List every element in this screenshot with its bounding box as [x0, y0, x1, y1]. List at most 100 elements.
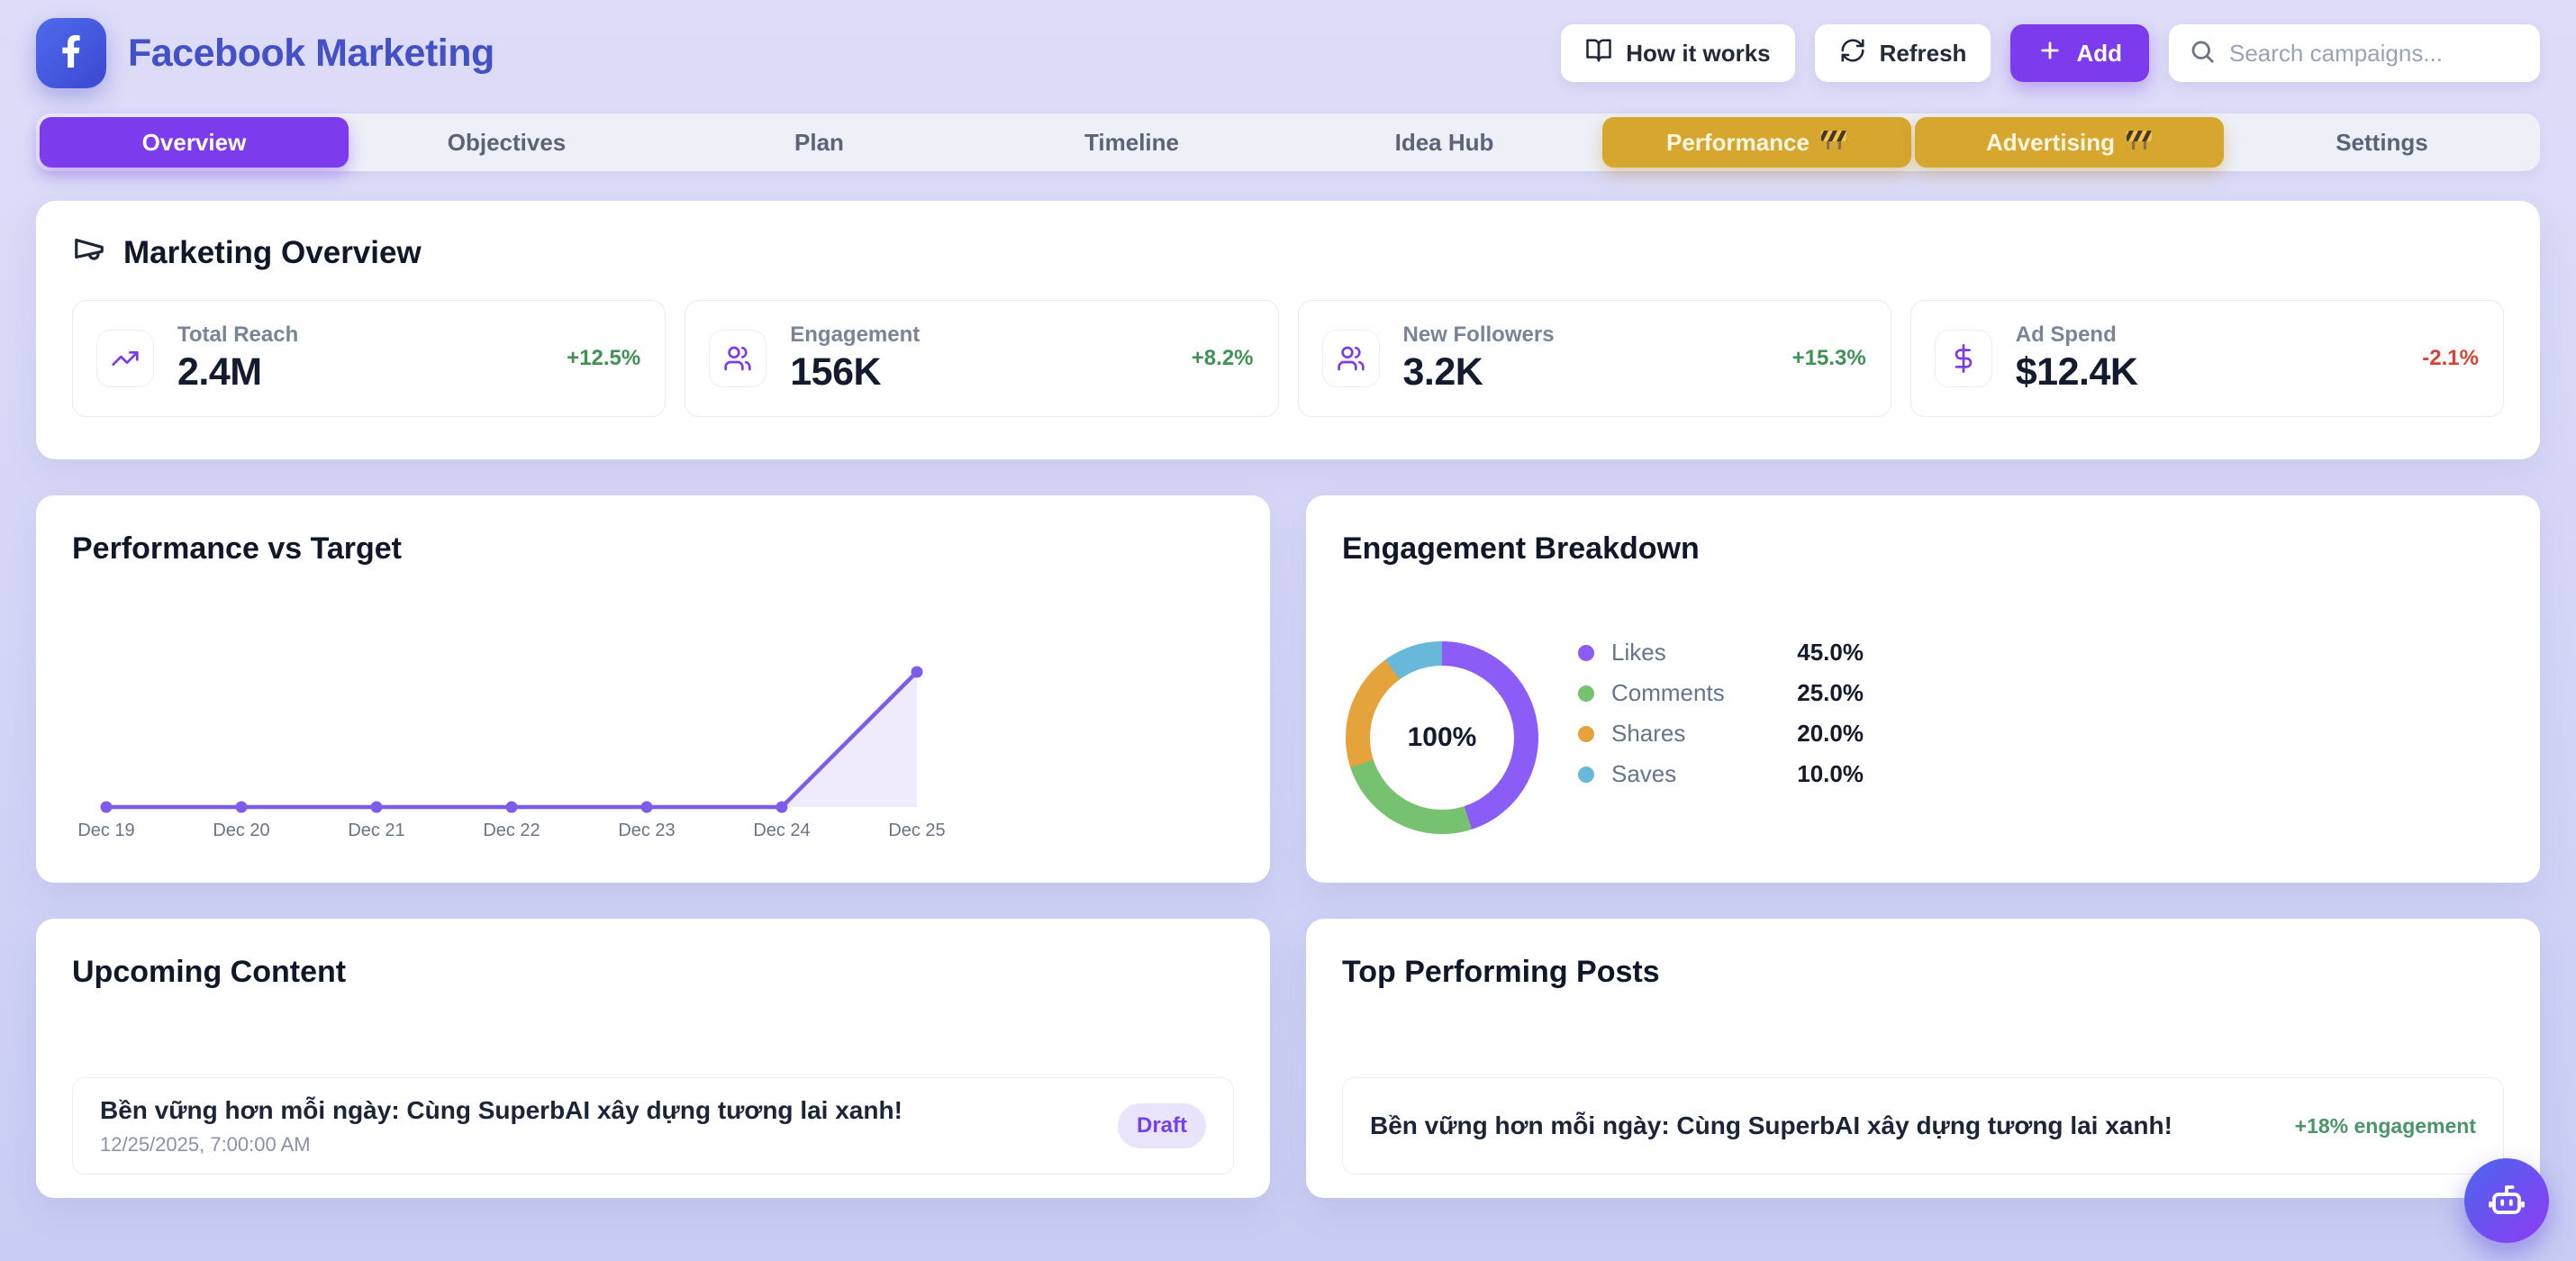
stat-delta: +15.3%	[1791, 346, 1866, 370]
stat-delta: +12.5%	[567, 346, 641, 370]
svg-text:Dec 25: Dec 25	[888, 821, 945, 840]
legend-row-comments: Comments 25.0%	[1578, 673, 1864, 713]
tab-plan[interactable]: Plan	[665, 117, 974, 168]
legend-value: 25.0%	[1797, 679, 1864, 706]
search-box	[2169, 24, 2540, 82]
legend-value: 10.0%	[1797, 760, 1864, 787]
tab-label: Overview	[141, 128, 247, 156]
charts-row: Performance vs Target Dec 19 Dec 20 Dec 21…	[36, 495, 2540, 883]
search-input[interactable]	[2229, 39, 2531, 68]
tab-timeline[interactable]: Timeline	[977, 117, 1286, 168]
legend-label: Saves	[1611, 760, 1677, 787]
facebook-logo	[36, 18, 106, 88]
card-title: Top Performing Posts	[1342, 955, 1660, 989]
donut-center-label: 100%	[1370, 666, 1514, 810]
legend-dot	[1578, 725, 1594, 742]
users-icon	[709, 330, 767, 387]
donut-legend: Likes 45.0% Comments 25.0% Shares 20.0% …	[1578, 632, 1864, 794]
stat-delta: +8.2%	[1191, 346, 1254, 370]
engagement-breakdown-card: Engagement Breakdown 100% Likes 45.0% Co…	[1306, 495, 2540, 883]
assistant-fab-button[interactable]	[2464, 1158, 2549, 1243]
top-performing-posts-card: Top Performing Posts Bền vững hơn mỗi ng…	[1306, 919, 2540, 1198]
post-text: Bền vững hơn mỗi ngày: Cùng SuperbAI xây…	[100, 1096, 903, 1157]
search-icon	[2189, 38, 2216, 69]
stat-card-total-reach: Total Reach 2.4M +12.5%	[72, 300, 667, 417]
stat-label: Total Reach	[177, 322, 299, 347]
legend-dot	[1578, 685, 1594, 702]
performance-vs-target-card: Performance vs Target Dec 19 Dec 20 Dec 21…	[36, 495, 1270, 883]
stat-value: 156K	[790, 350, 882, 394]
refresh-button[interactable]: Refresh	[1814, 24, 1991, 82]
stat-label: New Followers	[1402, 322, 1555, 347]
stat-label: Engagement	[790, 322, 921, 347]
tab-performance[interactable]: Performance	[1602, 117, 1911, 168]
legend-dot	[1578, 644, 1594, 661]
tab-objectives[interactable]: Objectives	[352, 117, 661, 168]
legend-label: Likes	[1611, 639, 1666, 666]
svg-text:Dec 21: Dec 21	[348, 821, 404, 840]
tab-advertising[interactable]: Advertising	[1915, 117, 2224, 168]
legend-label: Comments	[1611, 679, 1725, 706]
tab-label: Advertising	[1985, 128, 2116, 156]
how-it-works-button[interactable]: How it works	[1561, 24, 1795, 82]
refresh-icon	[1839, 37, 1866, 70]
post-title: Bền vững hơn mỗi ngày: Cùng SuperbAI xây…	[1370, 1111, 2172, 1139]
performance-line-chart: Dec 19 Dec 20 Dec 21 Dec 22 Dec 23 Dec 24 Dec …	[77, 666, 946, 840]
upcoming-post-item[interactable]: Bền vững hơn mỗi ngày: Cùng SuperbAI xây…	[72, 1077, 1234, 1175]
refresh-label: Refresh	[1879, 39, 1967, 67]
stat-label: Ad Spend	[2015, 322, 2117, 347]
stat-main: Ad Spend $12.4K	[2016, 322, 2138, 395]
status-badge: Draft	[1117, 1103, 1206, 1148]
add-label: Add	[2076, 39, 2122, 67]
post-datetime: 12/25/2025, 7:00:00 AM	[100, 1132, 311, 1156]
stat-value: 3.2K	[1402, 350, 1483, 394]
svg-text:Dec 23: Dec 23	[618, 821, 675, 840]
book-open-icon	[1585, 37, 1612, 70]
users-icon	[1321, 330, 1380, 387]
tab-label: Plan	[794, 128, 844, 156]
tab-overview[interactable]: Overview	[40, 117, 349, 168]
tab-idea-hub[interactable]: Idea Hub	[1290, 117, 1599, 168]
post-metric: +18% engagement	[2294, 1113, 2476, 1138]
stat-card-new-followers: New Followers 3.2K +15.3%	[1297, 300, 1891, 417]
construction-icon	[2126, 128, 2153, 158]
plus-icon	[2037, 38, 2063, 69]
legend-value: 45.0%	[1797, 639, 1864, 666]
legend-value: 20.0%	[1797, 720, 1864, 747]
page-title: Facebook Marketing	[128, 31, 494, 75]
facebook-icon	[55, 34, 87, 72]
card-title: Performance vs Target	[72, 531, 402, 566]
legend-row-likes: Likes 45.0%	[1578, 632, 1864, 673]
card-title: Engagement Breakdown	[1342, 531, 1700, 566]
engagement-donut-chart: 100%	[1346, 641, 1538, 834]
bot-icon	[2485, 1178, 2528, 1224]
stat-card-ad-spend: Ad Spend $12.4K -2.1%	[1909, 300, 2504, 417]
svg-text:Dec 19: Dec 19	[77, 821, 134, 840]
bottom-row: Upcoming Content Bền vững hơn mỗi ngày: …	[36, 919, 2540, 1198]
add-button[interactable]: Add	[2010, 24, 2149, 82]
legend-label: Shares	[1611, 720, 1686, 747]
stat-delta: -2.1%	[2422, 346, 2479, 370]
svg-text:Dec 20: Dec 20	[213, 821, 269, 840]
stat-value: $12.4K	[2015, 350, 2138, 394]
legend-row-shares: Shares 20.0%	[1578, 713, 1864, 754]
header-actions: How it works Refresh Add	[1561, 24, 2540, 82]
legend-dot	[1578, 766, 1594, 783]
tab-label: Performance	[1666, 128, 1810, 156]
stat-main: Total Reach 2.4M	[177, 322, 298, 395]
megaphone-icon	[72, 231, 106, 274]
stat-card-engagement: Engagement 156K +8.2%	[685, 300, 1279, 417]
marketing-overview-panel: Marketing Overview Total Reach 2.4M +12.…	[36, 201, 2540, 459]
stat-value: 2.4M	[177, 350, 262, 394]
upcoming-content-card: Upcoming Content Bền vững hơn mỗi ngày: …	[36, 919, 1270, 1198]
stat-main: New Followers 3.2K	[1403, 322, 1555, 395]
tabbar: Overview Objectives Plan Timeline Idea H…	[36, 113, 2540, 171]
tab-settings[interactable]: Settings	[2227, 117, 2536, 168]
top-post-item[interactable]: Bền vững hơn mỗi ngày: Cùng SuperbAI xây…	[1342, 1077, 2504, 1175]
legend-row-saves: Saves 10.0%	[1578, 754, 1864, 794]
panel-title-row: Marketing Overview	[72, 231, 2504, 274]
card-title: Upcoming Content	[72, 955, 347, 989]
tab-label: Objectives	[447, 128, 567, 156]
tab-label: Idea Hub	[1394, 128, 1494, 156]
